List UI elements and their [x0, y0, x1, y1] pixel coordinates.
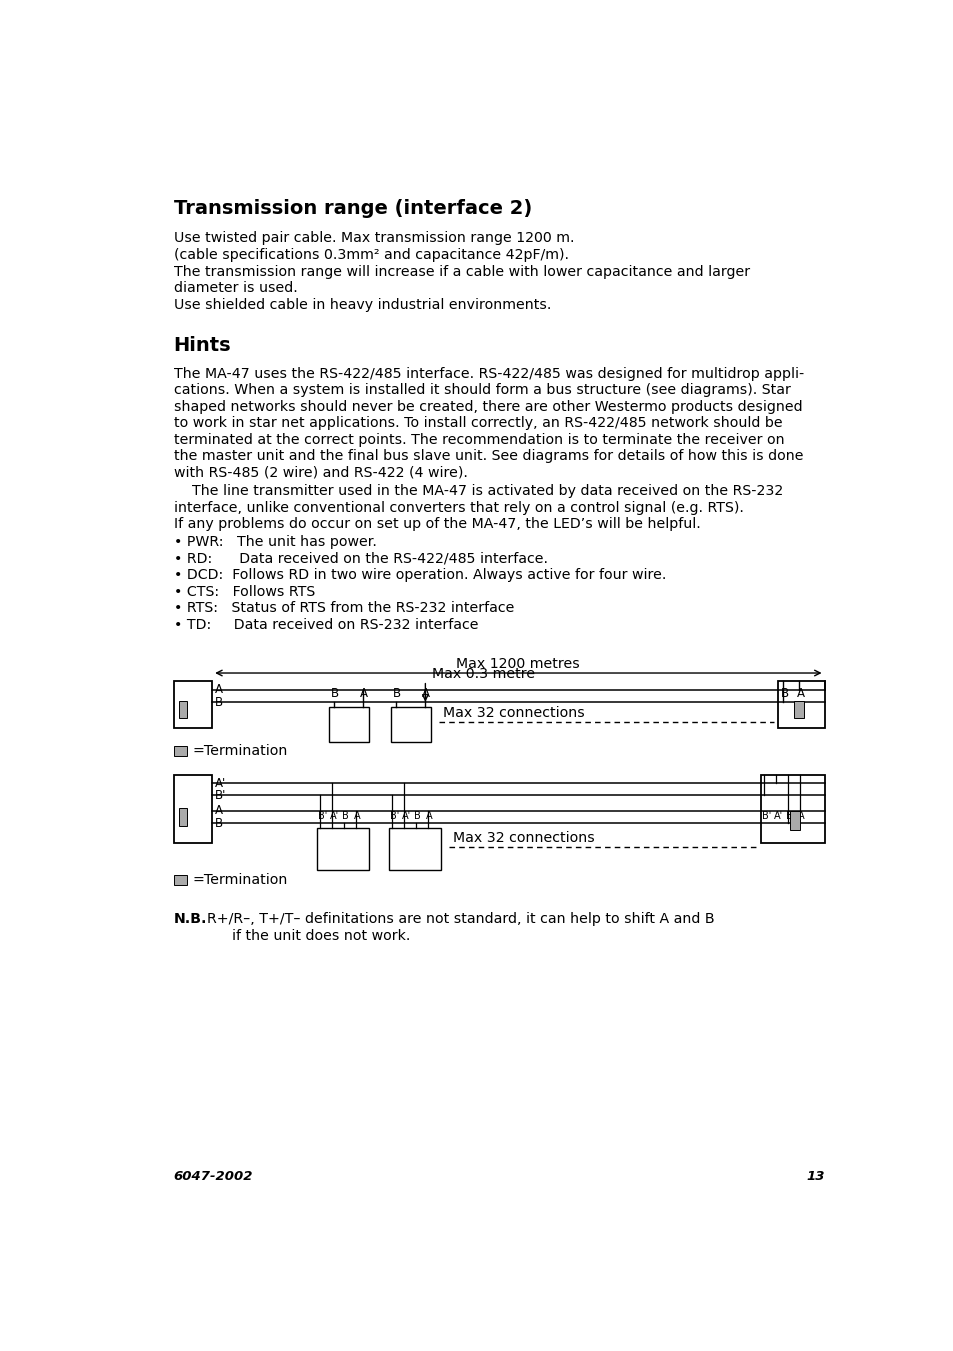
Text: B: B: [215, 816, 223, 830]
Bar: [179, 701, 187, 717]
Text: A: A: [797, 811, 803, 821]
Bar: [173, 775, 212, 843]
Text: interface, unlike conventional converters that rely on a control signal (e.g. RT: interface, unlike conventional converter…: [173, 500, 742, 515]
Text: A': A': [330, 811, 338, 821]
Text: B: B: [331, 686, 338, 700]
Text: A': A': [215, 777, 227, 789]
Text: B: B: [393, 686, 400, 700]
Text: Hints: Hints: [173, 336, 231, 355]
Text: • DCD:  Follows RD in two wire operation. Always active for four wire.: • DCD: Follows RD in two wire operation.…: [173, 569, 665, 582]
Bar: [173, 874, 187, 885]
Text: terminated at the correct points. The recommendation is to terminate the receive: terminated at the correct points. The re…: [173, 432, 783, 447]
Text: B: B: [341, 811, 348, 821]
Text: B: B: [215, 696, 223, 709]
Text: N.B.: N.B.: [173, 912, 207, 927]
Text: B: B: [785, 811, 792, 821]
Text: The transmission range will increase if a cable with lower capacitance and large: The transmission range will increase if …: [173, 265, 749, 278]
Text: Transmission range (interface 2): Transmission range (interface 2): [173, 199, 531, 218]
Text: If any problems do occur on set up of the MA-47, the LED’s will be helpful.: If any problems do occur on set up of th…: [173, 517, 700, 531]
Text: Use shielded cable in heavy industrial environments.: Use shielded cable in heavy industrial e…: [173, 297, 550, 312]
Bar: [316, 828, 369, 870]
Text: The line transmitter used in the MA-47 is activated by data received on the RS-2: The line transmitter used in the MA-47 i…: [173, 484, 781, 499]
Bar: [389, 828, 440, 870]
Bar: [390, 707, 431, 742]
Text: A: A: [422, 686, 430, 700]
Text: A: A: [215, 804, 223, 817]
Text: cations. When a system is installed it should form a bus structure (see diagrams: cations. When a system is installed it s…: [173, 384, 789, 397]
Text: with RS-485 (2 wire) and RS-422 (4 wire).: with RS-485 (2 wire) and RS-422 (4 wire)…: [173, 466, 467, 480]
Bar: [328, 707, 369, 742]
Text: A': A': [401, 811, 411, 821]
Text: A: A: [360, 686, 368, 700]
Text: B': B': [760, 811, 770, 821]
Text: A: A: [425, 811, 432, 821]
Text: Max 0.3 metre: Max 0.3 metre: [431, 666, 534, 681]
Text: A: A: [354, 811, 360, 821]
Text: =Termination: =Termination: [192, 873, 287, 886]
Bar: [173, 746, 187, 757]
Text: Use twisted pair cable. Max transmission range 1200 m.: Use twisted pair cable. Max transmission…: [173, 231, 574, 246]
Text: =Termination: =Termination: [192, 744, 287, 758]
Bar: [173, 681, 212, 728]
Text: B': B': [215, 789, 227, 802]
Text: • CTS:   Follows RTS: • CTS: Follows RTS: [173, 585, 314, 598]
Text: B: B: [414, 811, 420, 821]
Text: R+/R–, T+/T– definitations are not standard, it can help to shift A and B: R+/R–, T+/T– definitations are not stand…: [207, 912, 714, 927]
Text: • PWR:   The unit has power.: • PWR: The unit has power.: [173, 535, 376, 550]
Text: B': B': [390, 811, 398, 821]
Text: The MA-47 uses the RS-422/485 interface. RS-422/485 was designed for multidrop a: The MA-47 uses the RS-422/485 interface.…: [173, 366, 803, 381]
Text: if the unit does not work.: if the unit does not work.: [232, 929, 410, 943]
Text: B: B: [781, 686, 788, 700]
Text: A: A: [796, 686, 803, 700]
Text: Max 1200 metres: Max 1200 metres: [456, 658, 579, 671]
Text: B': B': [317, 811, 327, 821]
Bar: [789, 811, 800, 830]
Text: 6047-2002: 6047-2002: [173, 1170, 253, 1183]
Text: the master unit and the final bus slave unit. See diagrams for details of how th: the master unit and the final bus slave …: [173, 450, 802, 463]
Text: A': A': [773, 811, 782, 821]
Text: to work in star net applications. To install correctly, an RS-422/485 network sh: to work in star net applications. To ins…: [173, 416, 781, 430]
Bar: [760, 775, 823, 843]
Text: A: A: [215, 684, 223, 697]
Text: 13: 13: [805, 1170, 823, 1183]
Text: • TD:     Data received on RS-232 interface: • TD: Data received on RS-232 interface: [173, 617, 477, 632]
Text: Max 32 connections: Max 32 connections: [453, 831, 595, 844]
Bar: [794, 701, 803, 717]
Text: shaped networks should never be created, there are other Westermo products desig: shaped networks should never be created,…: [173, 400, 801, 413]
Bar: [179, 808, 187, 827]
Text: • RD:      Data received on the RS-422/485 interface.: • RD: Data received on the RS-422/485 in…: [173, 551, 547, 566]
Text: (cable specifications 0.3mm² and capacitance 42pF/m).: (cable specifications 0.3mm² and capacit…: [173, 249, 568, 262]
Bar: [778, 681, 823, 728]
Text: Max 32 connections: Max 32 connections: [443, 707, 584, 720]
Text: • RTS:   Status of RTS from the RS-232 interface: • RTS: Status of RTS from the RS-232 int…: [173, 601, 514, 616]
Text: diameter is used.: diameter is used.: [173, 281, 297, 295]
